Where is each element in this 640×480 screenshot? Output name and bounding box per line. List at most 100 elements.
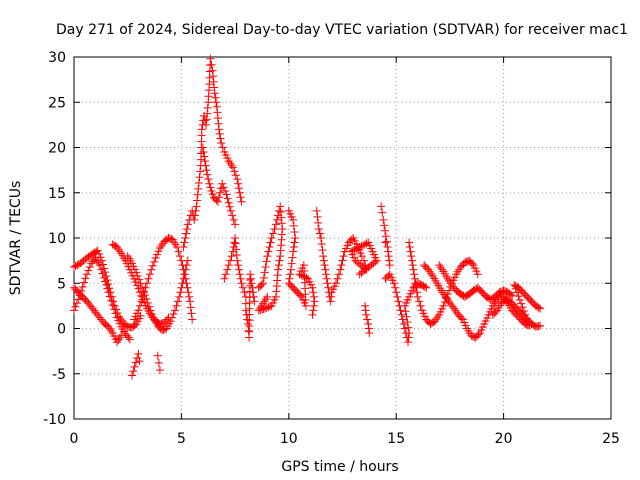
- data-point: [415, 297, 424, 306]
- data-point: [237, 197, 246, 206]
- data-point: [277, 213, 286, 222]
- data-point: [263, 252, 272, 261]
- data-point: [201, 157, 210, 166]
- data-point: [224, 198, 233, 207]
- data-point: [443, 294, 452, 303]
- data-point: [408, 261, 417, 270]
- series-track-f: [123, 252, 192, 335]
- data-point: [250, 297, 259, 306]
- data-point: [534, 303, 543, 312]
- data-point: [207, 60, 216, 69]
- data-point: [474, 330, 483, 339]
- data-point: [490, 299, 499, 308]
- x-tick-label: 15: [387, 431, 405, 447]
- data-point: [103, 284, 112, 293]
- data-point: [334, 270, 343, 279]
- data-point: [231, 171, 240, 180]
- data-point: [473, 270, 482, 279]
- data-point: [141, 283, 150, 292]
- data-point: [218, 143, 227, 152]
- data-point: [151, 253, 160, 262]
- data-point: [286, 265, 295, 274]
- data-point: [521, 310, 530, 319]
- data-point: [262, 257, 271, 266]
- data-point: [231, 239, 240, 248]
- data-point: [409, 265, 418, 274]
- data-point: [72, 299, 81, 308]
- data-point: [237, 279, 246, 288]
- series-track-c: [70, 283, 126, 347]
- data-point: [381, 226, 390, 235]
- data-point: [138, 292, 147, 301]
- data-point: [291, 234, 300, 242]
- data-point: [93, 246, 102, 255]
- data-point: [337, 261, 346, 270]
- data-point: [249, 288, 257, 297]
- data-point: [98, 269, 107, 278]
- data-point: [201, 116, 210, 125]
- y-tick-label: 10: [48, 231, 66, 247]
- data-point: [393, 292, 402, 301]
- data-point: [243, 319, 252, 328]
- data-point: [285, 274, 294, 283]
- data-point: [524, 318, 533, 327]
- data-point: [378, 208, 387, 217]
- data-point: [319, 256, 328, 265]
- data-point: [271, 220, 280, 229]
- data-point: [290, 238, 299, 247]
- data-point: [110, 301, 119, 310]
- data-point: [384, 247, 393, 256]
- data-point: [536, 321, 545, 330]
- data-point: [175, 292, 184, 301]
- data-point: [430, 317, 439, 326]
- data-point: [173, 297, 182, 306]
- data-point: [241, 306, 250, 315]
- data-point: [392, 288, 401, 297]
- data-point: [115, 312, 124, 321]
- data-point: [241, 299, 250, 308]
- data-point: [438, 288, 447, 297]
- data-point: [172, 301, 181, 310]
- data-point: [275, 206, 284, 215]
- data-point: [441, 292, 450, 301]
- data-point: [157, 241, 166, 250]
- data-point: [263, 292, 272, 301]
- data-point: [194, 184, 203, 193]
- data-point: [353, 243, 362, 252]
- data-point: [309, 288, 318, 297]
- data-point: [191, 206, 200, 215]
- data-point: [214, 193, 223, 202]
- axis-ticks: 0 5 10 15 20 25 -10 -5 0 5 10 15 20 25 30: [43, 50, 620, 447]
- data-point: [112, 338, 121, 347]
- data-point: [179, 274, 188, 283]
- data-point: [309, 292, 318, 301]
- data-point: [179, 243, 188, 252]
- data-point: [312, 206, 321, 215]
- data-point: [210, 83, 219, 92]
- data-point: [323, 279, 332, 288]
- data-point: [82, 270, 91, 279]
- data-point: [216, 188, 225, 197]
- data-point: [517, 299, 526, 308]
- data-point: [259, 273, 268, 282]
- data-point: [260, 268, 269, 277]
- data-point: [314, 218, 323, 227]
- data-point: [317, 240, 326, 249]
- data-point: [155, 366, 164, 375]
- data-point: [438, 265, 447, 274]
- data-point: [168, 313, 177, 322]
- data-point: [115, 333, 124, 342]
- data-point: [185, 297, 194, 306]
- data-point: [412, 288, 421, 297]
- data-point: [407, 256, 416, 265]
- data-point: [235, 270, 244, 279]
- data-point: [136, 279, 145, 288]
- data-point: [219, 183, 228, 192]
- series-track-r: [435, 261, 517, 304]
- data-point: [289, 243, 298, 252]
- data-point: [308, 283, 317, 292]
- data-point: [380, 221, 389, 230]
- data-point: [155, 243, 164, 252]
- data-point: [276, 207, 285, 216]
- data-point: [186, 303, 195, 312]
